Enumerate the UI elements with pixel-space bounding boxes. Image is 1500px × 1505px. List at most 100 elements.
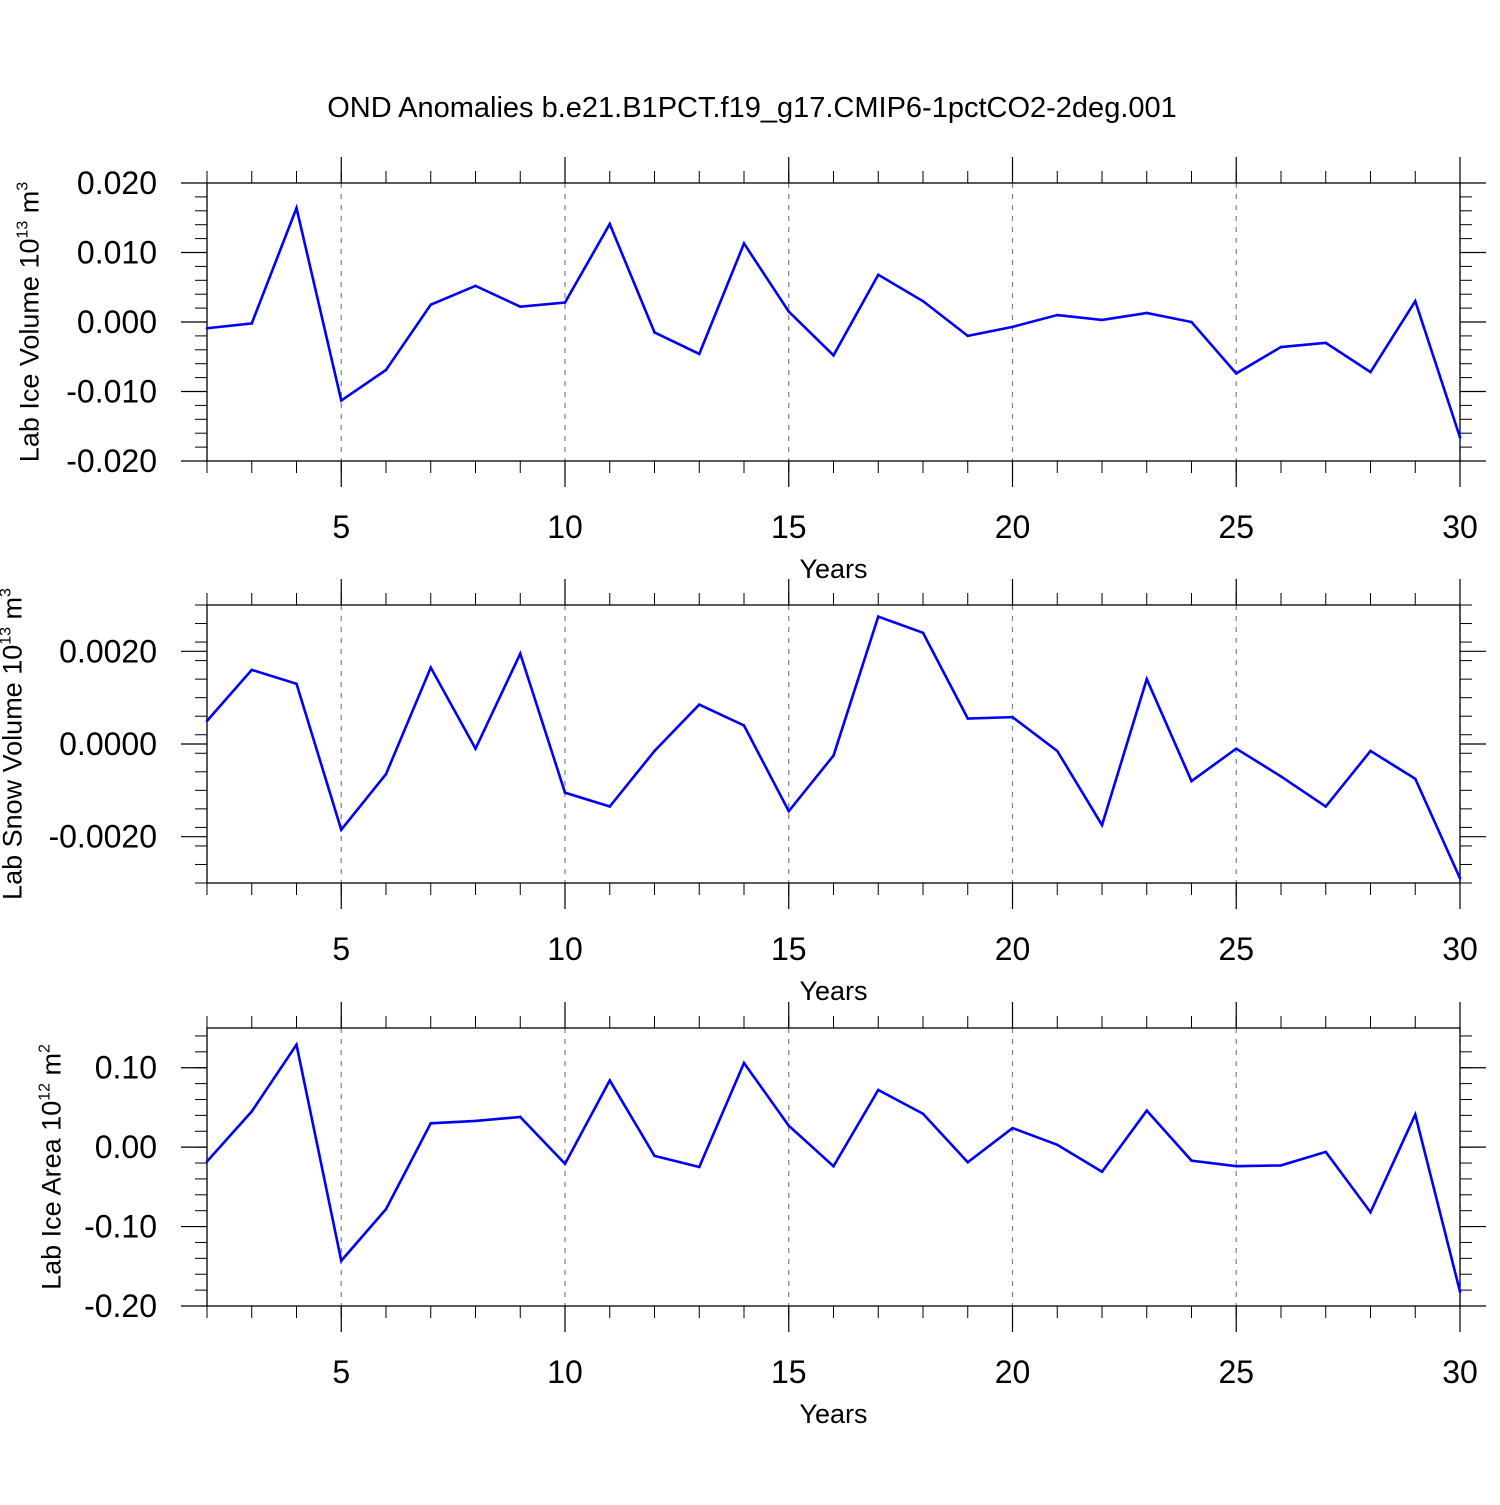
data-point (787, 1124, 791, 1127)
data-point (1234, 1164, 1238, 1168)
data-point (697, 703, 701, 706)
data-point (1011, 325, 1014, 329)
series-line (206, 1041, 1462, 1293)
data-point (832, 1164, 835, 1168)
x-tick-label: 25 (1218, 931, 1254, 967)
data-point (921, 299, 925, 303)
data-point (742, 1061, 746, 1065)
data-point (205, 1160, 209, 1163)
x-tick-label: 10 (547, 931, 583, 967)
data-point (653, 1154, 656, 1158)
data-point (1011, 715, 1014, 719)
data-point (608, 222, 612, 226)
data-point (966, 334, 970, 338)
data-point (1369, 749, 1372, 753)
data-point (339, 1259, 343, 1263)
x-tick-label: 10 (547, 509, 583, 545)
panel-lab-ice-area: 5 10 15 20 25 30 -0.20 -0.10 0.00 0.10 Years (84, 1002, 1486, 1429)
plot-frame (206, 1027, 1461, 1307)
data-point (205, 719, 209, 723)
data-point (384, 368, 388, 372)
data-point (1190, 1159, 1193, 1162)
data-point (1145, 677, 1149, 681)
data-point (787, 809, 791, 813)
data-point (384, 772, 388, 776)
y-tick-label: 0.000 (77, 304, 157, 340)
data-point (250, 668, 254, 672)
data-point (876, 615, 880, 618)
data-point (876, 273, 880, 277)
data-point (608, 1079, 612, 1082)
x-tick-label: 25 (1218, 509, 1254, 545)
data-point (1413, 777, 1417, 781)
data-point (518, 305, 522, 309)
series-line (206, 203, 1462, 438)
data-point (1369, 1210, 1372, 1214)
x-tick-label: 5 (332, 931, 350, 967)
x-tick-label: 5 (332, 1354, 350, 1390)
data-point (1413, 299, 1417, 303)
data-point (742, 242, 746, 245)
y-tick-label: 0.0000 (59, 726, 157, 762)
data-point (1234, 747, 1238, 750)
data-point (339, 828, 343, 832)
x-tick-label: 30 (1442, 509, 1478, 545)
panel-lab-ice-volume: 5 10 15 20 25 30 -0.020 -0.010 0.000 0.010 0.020 Ye… (66, 157, 1486, 584)
data-point (474, 1119, 477, 1123)
data-point (876, 1088, 880, 1092)
data-point (832, 354, 835, 357)
data-point (608, 805, 612, 808)
data-point (384, 1207, 388, 1211)
data-point (518, 652, 522, 655)
data-point (1413, 1113, 1417, 1116)
y-axis-label: Lab Ice Area 1012 m2 (36, 1044, 67, 1290)
data-point (921, 1112, 925, 1116)
x-axis-label: Years (799, 976, 867, 1006)
y-axis-label: Lab Snow Volume 1013 m3 (0, 588, 28, 900)
data-point (1458, 1290, 1462, 1293)
data-point (1145, 1109, 1149, 1112)
data-point (966, 1160, 970, 1164)
data-point (653, 331, 656, 334)
data-point (832, 754, 835, 757)
data-point (474, 284, 477, 288)
data-point (205, 326, 209, 330)
data-point (563, 1162, 567, 1166)
data-point (1055, 313, 1059, 317)
data-point (1055, 749, 1059, 753)
data-point (1324, 805, 1328, 808)
data-point (787, 310, 791, 313)
series-line (206, 614, 1462, 879)
x-tick-label: 20 (995, 1354, 1031, 1390)
data-point (429, 303, 433, 306)
data-point (563, 791, 567, 794)
x-axis-label: Years (799, 1399, 867, 1429)
data-point (250, 322, 254, 325)
y-axis-label: Lab Ice Volume 1013 m3 (14, 181, 45, 463)
y-tick-label: -0.10 (84, 1209, 157, 1245)
x-tick-label: 30 (1442, 1354, 1478, 1390)
data-point (1324, 341, 1328, 345)
data-point (966, 717, 970, 720)
data-point (1279, 775, 1283, 778)
data-point (474, 747, 477, 750)
figure-title: OND Anomalies b.e21.B1PCT.f19_g17.CMIP6-… (327, 92, 1177, 124)
data-point (1458, 436, 1462, 439)
y-tick-label: -0.010 (66, 374, 157, 410)
data-point (1100, 1170, 1104, 1174)
y-tick-label: -0.020 (66, 443, 157, 479)
x-tick-label: 30 (1442, 931, 1478, 967)
x-tick-label: 25 (1218, 1354, 1254, 1390)
data-point (1055, 1143, 1059, 1147)
data-point (295, 682, 298, 686)
y-tick-label: 0.010 (77, 235, 157, 271)
y-tick-label: -0.20 (84, 1288, 157, 1324)
data-point (1145, 311, 1149, 315)
data-point (742, 724, 746, 727)
data-point (250, 1110, 254, 1113)
x-tick-label: 15 (771, 931, 807, 967)
x-tick-label: 20 (995, 931, 1031, 967)
x-tick-label: 15 (771, 509, 807, 545)
data-point (1279, 1164, 1283, 1167)
